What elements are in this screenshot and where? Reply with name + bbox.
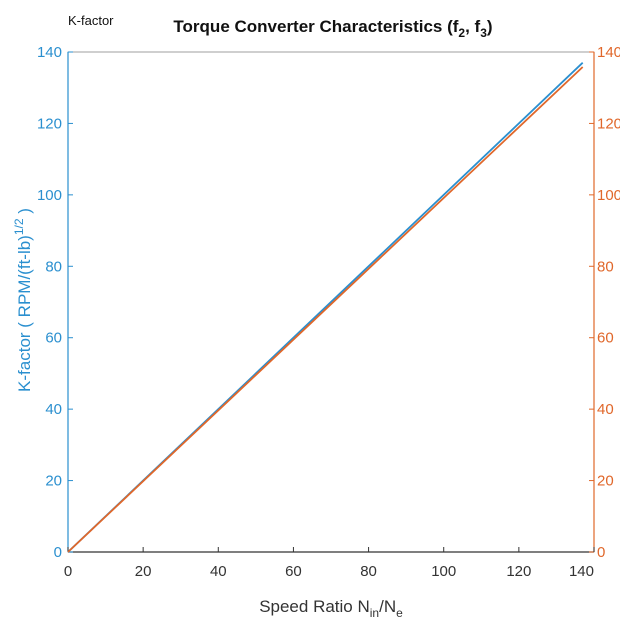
title-subscript-1: 2 — [458, 26, 465, 40]
y-tick-label: 100 — [37, 187, 62, 204]
y2-tick-label: 100 — [597, 187, 620, 204]
title-mid: , f — [465, 17, 480, 36]
y-tick-label: 0 — [54, 544, 62, 561]
title-end: ) — [487, 17, 493, 36]
y-tick-label: 80 — [45, 258, 62, 275]
y-tick-label: 60 — [45, 330, 62, 347]
xlabel-subscript-2: e — [396, 606, 403, 620]
corner-label: K-factor — [68, 13, 114, 28]
x-tick-label: 0 — [64, 563, 72, 580]
x-tick-label: 140 — [569, 563, 594, 580]
chart-title: Torque Converter Characteristics (f2, f3… — [173, 17, 492, 40]
y2-tick-label: 20 — [597, 473, 614, 490]
x-tick-label: 40 — [210, 563, 227, 580]
xlabel-mid: /N — [379, 597, 396, 616]
x-tick-label: 60 — [285, 563, 302, 580]
y2-tick-label: 140 — [597, 44, 620, 61]
ylabel-superscript: 1/2 — [12, 218, 26, 235]
x-tick-label: 80 — [360, 563, 377, 580]
title-subscript-2: 3 — [480, 26, 487, 40]
y2-tick-label: 60 — [597, 330, 614, 347]
y-tick-label: 120 — [37, 115, 62, 132]
ylabel-end: ) — [15, 208, 34, 218]
ylabel-main: K-factor ( RPM/(ft-lb) — [15, 235, 34, 392]
xlabel-subscript-1: in — [370, 606, 379, 620]
x-axis-label: Speed Ratio Nin/Ne — [259, 597, 403, 620]
xlabel-main: Speed Ratio N — [259, 597, 370, 616]
series-lines — [67, 62, 584, 553]
x-tick-label: 120 — [506, 563, 531, 580]
y2-tick-label: 120 — [597, 115, 620, 132]
title-main: Torque Converter Characteristics (f — [173, 17, 458, 36]
y2-tick-label: 0 — [597, 544, 605, 561]
x-tick-label: 100 — [431, 563, 456, 580]
y-tick-label: 140 — [37, 44, 62, 61]
y2-tick-label: 40 — [597, 401, 614, 418]
x-tick-label: 20 — [135, 563, 152, 580]
y-axis-label: K-factor ( RPM/(ft-lb)1/2 ) — [12, 208, 34, 392]
y-tick-label: 40 — [45, 401, 62, 418]
y-tick-label: 20 — [45, 473, 62, 490]
series-line-2 — [67, 66, 584, 553]
y2-tick-label: 80 — [597, 258, 614, 275]
